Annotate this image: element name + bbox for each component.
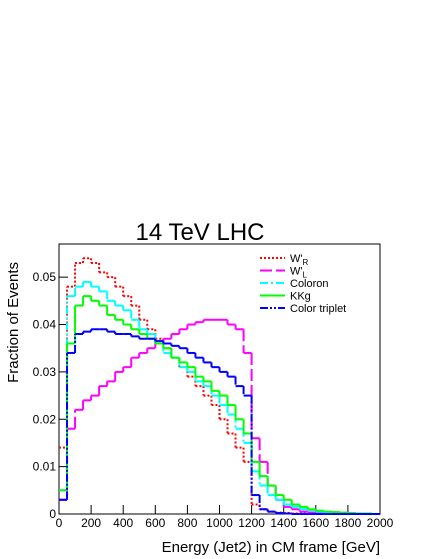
y-tick-label: 0.02 (33, 412, 57, 426)
x-tick-label: 1400 (270, 516, 297, 530)
y-tick-label: 0.04 (33, 318, 57, 332)
legend-label: Color triplet (290, 303, 346, 315)
legend-label: Coloron (290, 278, 329, 290)
legend-subscript: L (302, 271, 307, 280)
y-tick-label: 0.01 (33, 460, 57, 474)
y-tick-label: 0.03 (33, 365, 57, 379)
x-tick-label: 1200 (238, 516, 265, 530)
chart-title: 14 TeV LHC (136, 219, 265, 246)
legend-label: W'L (290, 266, 307, 280)
x-tick-label: 400 (113, 516, 133, 530)
x-tick-label: 1600 (302, 516, 329, 530)
legend-name: W' (290, 253, 302, 265)
x-tick-label: 800 (177, 516, 197, 530)
legend-name: W' (290, 266, 302, 278)
y-tick-label: 0 (49, 507, 56, 521)
x-tick-label: 1800 (335, 516, 362, 530)
legend-name: Coloron (290, 278, 329, 290)
x-axis-label: Energy (Jet2) in CM frame [GeV] (162, 539, 380, 556)
x-tick-label: 0 (56, 516, 63, 530)
y-axis-label: Fraction of Events (5, 262, 22, 383)
x-tick-label: 1000 (206, 516, 233, 530)
legend-label: W'R (290, 253, 308, 267)
legend-name: KKg (290, 291, 311, 303)
x-tick-label: 600 (145, 516, 165, 530)
x-tick-label: 200 (81, 516, 101, 530)
legend-name: Color triplet (290, 303, 346, 315)
y-tick-label: 0.05 (33, 270, 57, 284)
legend-label: KKg (290, 291, 311, 303)
legend-subscript: R (302, 258, 308, 267)
x-tick-label: 2000 (367, 516, 394, 530)
